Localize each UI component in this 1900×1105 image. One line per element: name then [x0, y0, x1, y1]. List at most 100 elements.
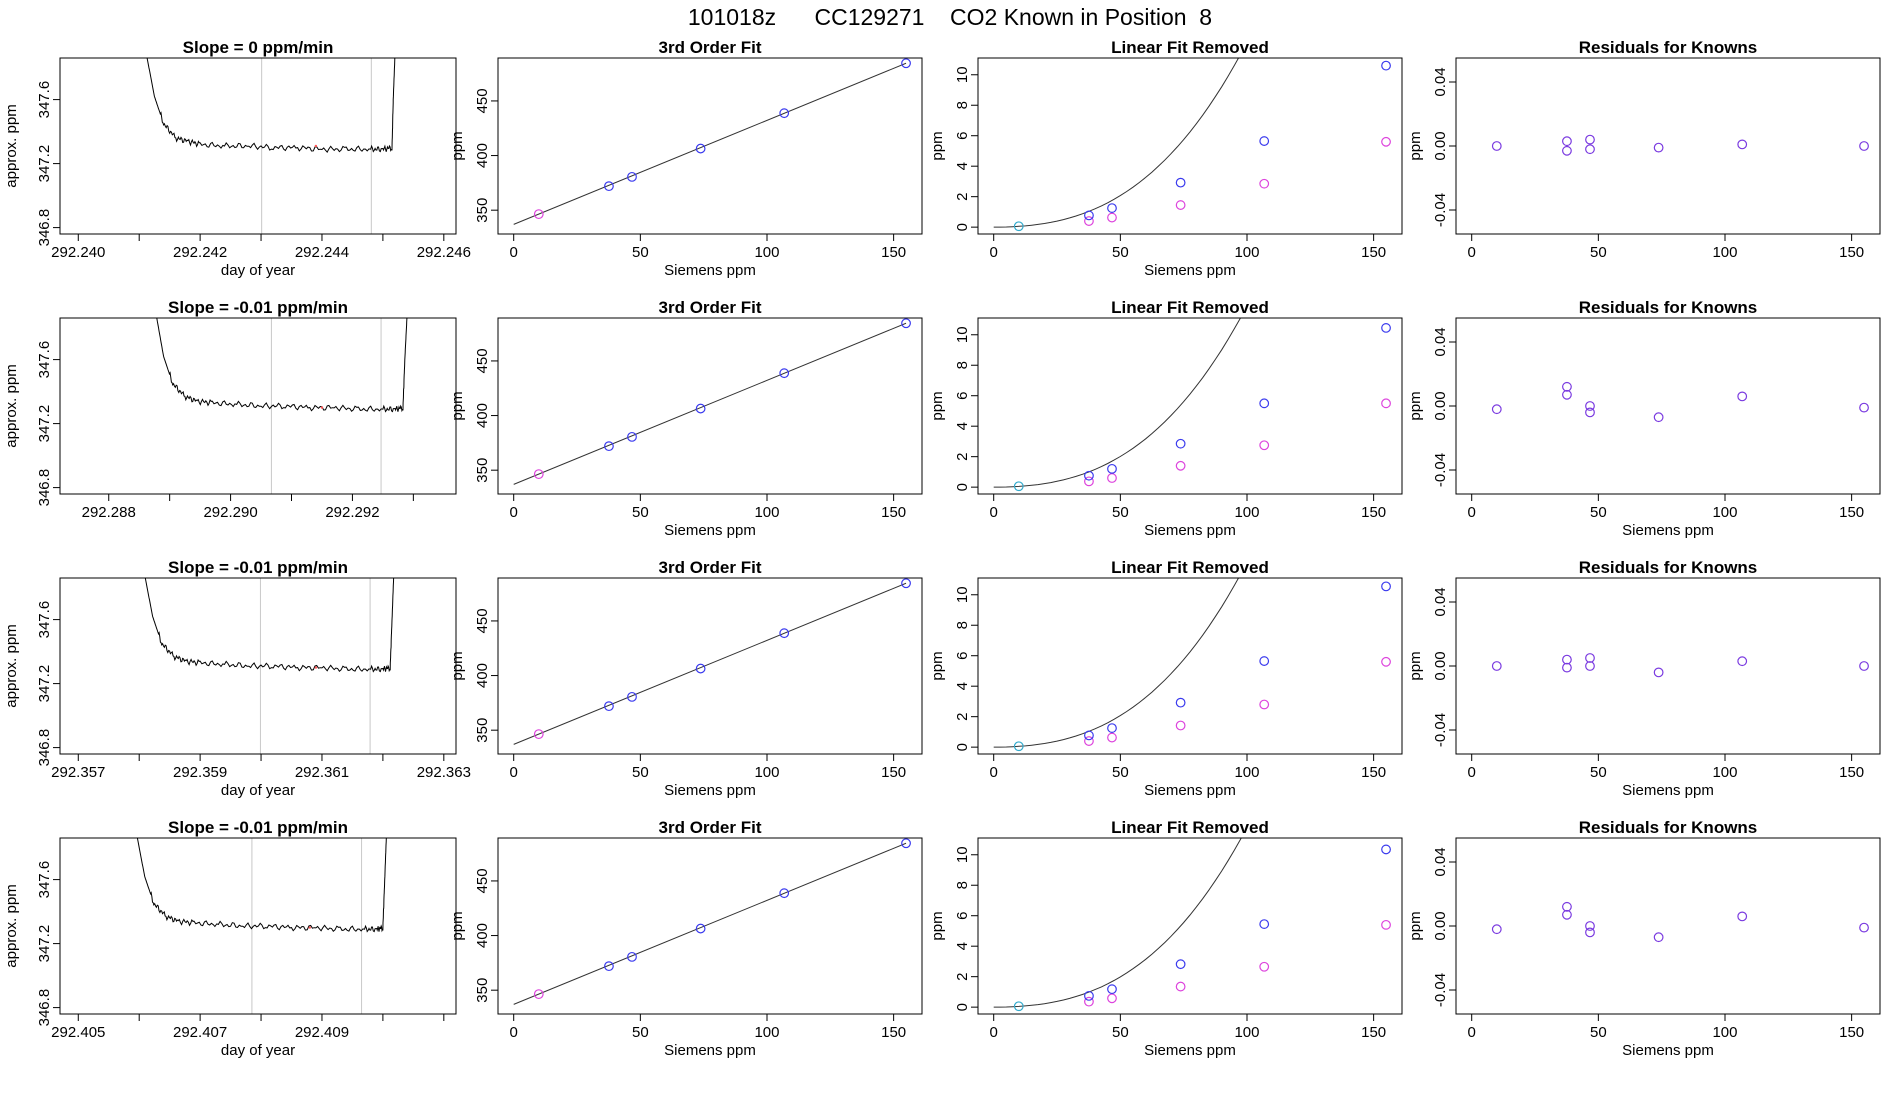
y-tick-label: 0.04 [1432, 587, 1449, 616]
residual-point [1859, 922, 1869, 933]
x-tick-label: 50 [1590, 764, 1607, 781]
plot-frame [497, 317, 923, 495]
magenta-point [1107, 732, 1117, 743]
y-tick-label: 4 [954, 422, 971, 430]
magenta-point [1175, 720, 1186, 731]
x-axis-label: Siemens ppm [1144, 262, 1236, 279]
plot-data [513, 838, 911, 1005]
x-axis-label: Siemens ppm [664, 522, 756, 539]
magenta-point [1259, 440, 1270, 451]
residual-point [1653, 667, 1664, 678]
magenta-point [1107, 473, 1117, 483]
x-tick-label: 50 [1112, 764, 1129, 781]
chart-title: Residuals for Knowns [1579, 818, 1758, 837]
blue-point [901, 58, 911, 69]
fit-line [513, 322, 907, 485]
y-tick-label: 2 [954, 192, 971, 200]
y-tick-label: 8 [954, 361, 971, 369]
y-axis-label: ppm [449, 131, 466, 160]
y-tick-label: 350 [474, 718, 491, 743]
y-axis-label: ppm [1407, 131, 1424, 160]
blue-point [1175, 959, 1186, 970]
x-axis-label: Siemens ppm [1144, 782, 1236, 799]
plot-frame [59, 317, 457, 495]
blue-point [627, 691, 637, 702]
y-axis-label: ppm [929, 391, 946, 420]
y-axis-label: ppm [929, 131, 946, 160]
residual-point [1585, 144, 1595, 155]
x-tick-label: 100 [754, 244, 779, 261]
x-tick-label: 0 [990, 764, 998, 781]
x-tick-label: 100 [754, 764, 779, 781]
x-tick-label: 100 [1234, 244, 1259, 261]
chart-panel-r4c3: Linear Fit Removed 0 50 100 150 0 2 4 6 8 10 Siemen… [929, 818, 1403, 1059]
x-tick-label: 50 [1590, 1024, 1607, 1041]
x-tick-label: 150 [881, 764, 906, 781]
x-tick-label: 292.292 [325, 504, 379, 521]
x-tick-label: 100 [754, 504, 779, 521]
blue-point [604, 441, 614, 452]
y-axis-label: ppm [1407, 911, 1424, 940]
trace-marker [314, 144, 318, 148]
chart-panel-r3c4: Residuals for Knowns 0 50 100 150 -0.04 0.00 0.… [1407, 558, 1881, 799]
plot-frame [977, 317, 1403, 495]
residual-point [1585, 401, 1595, 411]
y-tick-label: 0 [954, 483, 971, 491]
y-tick-label: 347.6 [36, 861, 53, 899]
blue-point [1107, 723, 1117, 733]
blue-point [695, 143, 706, 154]
chart-panel-r2c1: Slope = -0.01 ppm/min 292.288 292.290 292.2… [3, 298, 457, 521]
magenta-point [1381, 656, 1391, 667]
y-tick-label: 4 [954, 942, 971, 950]
residual-point [1585, 407, 1595, 418]
x-tick-label: 150 [1839, 244, 1864, 261]
magenta-point [1381, 398, 1391, 409]
y-tick-label: -0.04 [1432, 713, 1449, 747]
chart-panel-r3c2: 3rd Order Fit 0 50 100 150 350 400 450 Siemens p… [449, 558, 923, 799]
y-axis-label: approx. ppm [3, 364, 20, 447]
x-tick-label: 150 [1361, 764, 1386, 781]
y-tick-label: 4 [954, 162, 971, 170]
magenta-point [1175, 200, 1186, 210]
x-tick-label: 0 [510, 1024, 518, 1041]
x-tick-label: 50 [632, 764, 649, 781]
residual-point [1491, 661, 1502, 671]
plot-data [136, 838, 387, 933]
residual-point [1491, 924, 1502, 935]
chart-title: Residuals for Knowns [1579, 558, 1758, 577]
x-tick-label: 150 [1839, 504, 1864, 521]
blue-point [604, 961, 614, 972]
residual-point [1562, 381, 1572, 392]
x-tick-label: 50 [1112, 1024, 1129, 1041]
trace-marker [308, 926, 311, 929]
residual-point [1562, 145, 1572, 156]
blue-point [1175, 177, 1186, 188]
y-axis-label: approx. ppm [3, 884, 20, 967]
trace-line [144, 578, 395, 673]
blue-point [1084, 210, 1094, 221]
blue-point [1381, 323, 1391, 333]
x-tick-label: 292.240 [51, 244, 105, 261]
chart-panel-r3c1: Slope = -0.01 ppm/min 292.357 292.359 292.3… [3, 558, 471, 799]
chart-title: Slope = -0.01 ppm/min [168, 558, 348, 577]
y-tick-label: 6 [954, 132, 971, 140]
x-tick-label: 292.290 [203, 504, 257, 521]
x-tick-label: 50 [1590, 244, 1607, 261]
chart-title: Linear Fit Removed [1111, 38, 1269, 57]
x-axis-label: day of year [221, 1042, 295, 1059]
blue-point [1084, 470, 1094, 481]
y-axis-label: ppm [1407, 651, 1424, 680]
x-axis-label: Siemens ppm [1144, 522, 1236, 539]
y-axis-label: ppm [449, 651, 466, 680]
blue-point [1259, 919, 1270, 929]
residual-point [1737, 391, 1748, 402]
x-tick-label: 50 [632, 244, 649, 261]
x-axis-label: Siemens ppm [664, 1042, 756, 1059]
x-tick-label: 50 [1590, 504, 1607, 521]
y-tick-label: 10 [954, 326, 971, 343]
blue-point [1259, 656, 1270, 666]
chart-title: Linear Fit Removed [1111, 558, 1269, 577]
x-tick-label: 150 [1839, 1024, 1864, 1041]
